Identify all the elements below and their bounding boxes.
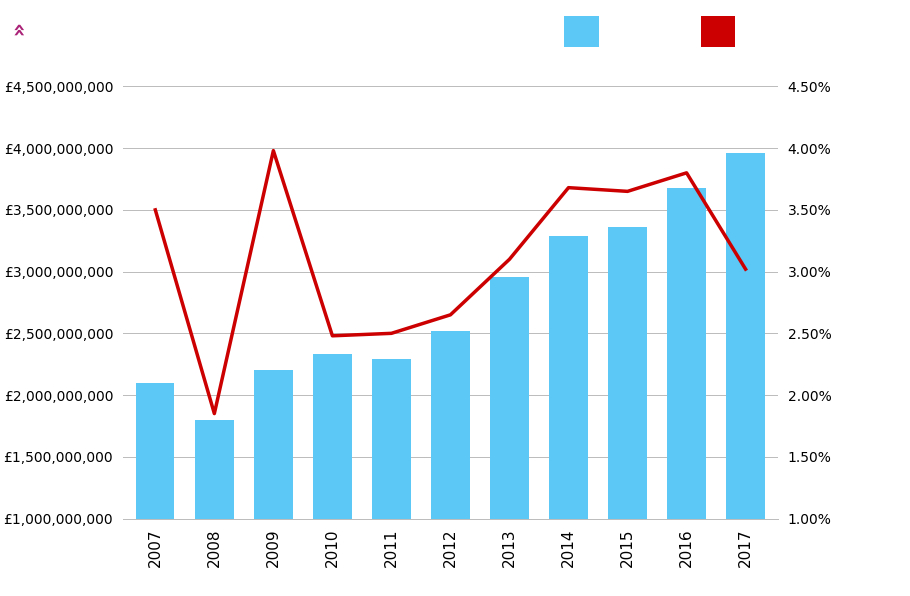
Bar	[726, 153, 764, 596]
Text: ARNOLD CLARK AUTOMOBILES: ARNOLD CLARK AUTOMOBILES	[35, 19, 440, 44]
FancyBboxPatch shape	[564, 15, 599, 47]
Text: Return on sales: Return on sales	[742, 24, 876, 39]
Bar	[195, 420, 234, 596]
Bar	[372, 359, 410, 596]
Bar	[136, 383, 175, 596]
Bar	[313, 354, 351, 596]
Bar	[431, 331, 470, 596]
Bar	[667, 188, 706, 596]
Bar	[609, 227, 647, 596]
Bar	[490, 277, 529, 596]
Text: Turnover: Turnover	[605, 24, 682, 39]
Bar	[550, 236, 588, 596]
FancyBboxPatch shape	[701, 15, 735, 47]
Text: «: «	[6, 23, 26, 37]
Bar	[254, 370, 292, 596]
